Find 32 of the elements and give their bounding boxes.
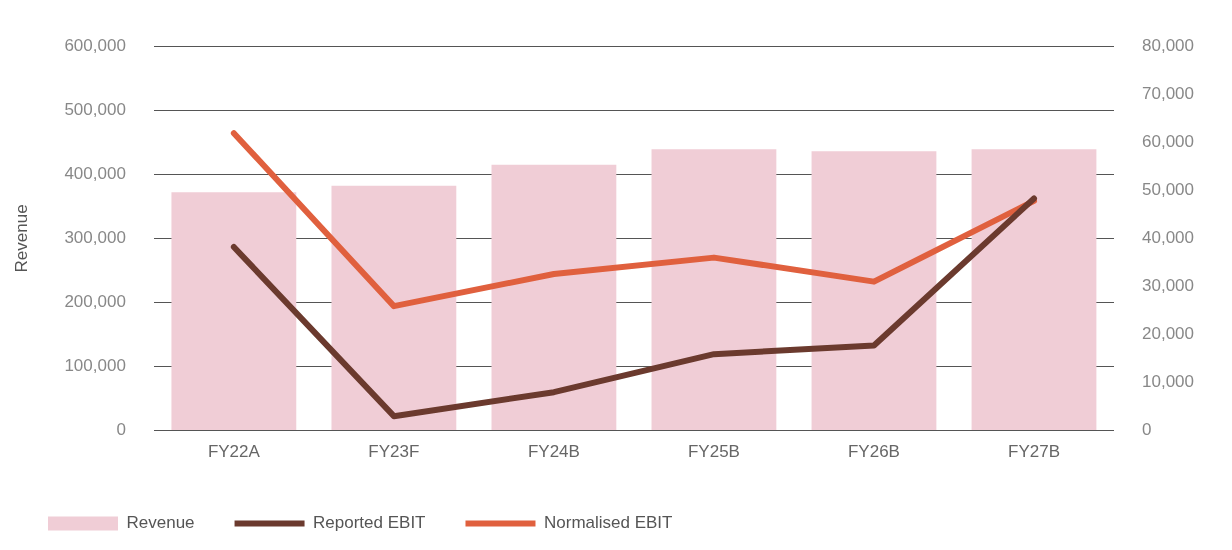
y2-tick-label: 20,000 [1142,324,1194,344]
y2-tick-label: 10,000 [1142,372,1194,392]
y-axis-title: Revenue [11,204,31,273]
y-tick-label: 100,000 [64,356,126,376]
x-tick-label: FY22A [207,442,261,462]
y2-tick-label: 40,000 [1142,228,1194,248]
y2-tick-label: 0 [1142,420,1152,440]
y-tick-label: 300,000 [64,228,126,248]
bar [171,192,297,431]
x-tick-label: FY23F [368,442,420,462]
bar [971,149,1097,431]
legend-label: Normalised EBIT [543,513,673,533]
bar [491,164,617,431]
bar [811,151,937,431]
y2-tick-label: 80,000 [1142,35,1194,55]
bar [331,185,457,431]
y2-tick-label: 70,000 [1142,83,1194,103]
y2-tick-label: 30,000 [1142,276,1194,296]
x-tick-label: FY26B [847,442,900,462]
y-tick-label: 400,000 [64,164,126,184]
x-tick-label: FY27B [1008,442,1060,462]
x-tick-label: FY25B [687,442,740,462]
y-tick-label: 0 [116,420,126,440]
y-tick-label: 500,000 [64,99,126,119]
y-tick-label: 600,000 [64,35,126,55]
bar [651,149,777,431]
y2-tick-label: 50,000 [1142,180,1194,200]
legend-label: Reported EBIT [313,513,426,533]
y2-tick-label: 60,000 [1142,131,1194,151]
x-tick-label: FY24B [527,442,580,462]
legend-label: Revenue [126,513,195,533]
y-tick-label: 200,000 [64,292,126,312]
